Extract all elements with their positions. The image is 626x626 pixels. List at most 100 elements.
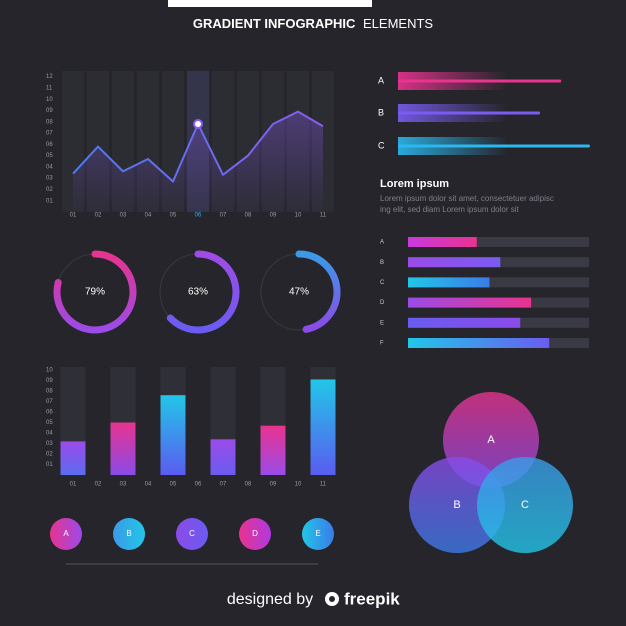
- x-tick-label: 04: [145, 482, 152, 488]
- y-tick-label: 01: [46, 462, 53, 468]
- bar: [60, 441, 86, 475]
- bar-label: B: [378, 107, 384, 117]
- bar-label: A: [380, 240, 384, 246]
- y-tick-label: 06: [46, 142, 53, 148]
- x-tick-label: 11: [320, 482, 327, 488]
- button[interactable]: [50, 518, 82, 550]
- y-tick-label: 08: [46, 119, 53, 125]
- y-tick-label: 12: [46, 74, 53, 80]
- y-tick-label: 03: [46, 176, 53, 182]
- x-tick-label: 05: [170, 482, 177, 488]
- bar-label: D: [380, 300, 385, 306]
- venn-label: B: [453, 499, 460, 511]
- button-label: D: [252, 529, 258, 538]
- bar-label: F: [380, 341, 384, 347]
- bar: [260, 425, 286, 475]
- x-tick-label: 09: [270, 482, 277, 488]
- button-label: E: [315, 529, 320, 538]
- x-tick-label: 07: [220, 482, 227, 488]
- y-tick-label: 04: [46, 431, 53, 437]
- header-bar: [168, 0, 372, 7]
- footer: designed by freepik: [227, 589, 400, 608]
- highlight-point: [193, 119, 203, 130]
- bar: [398, 79, 562, 83]
- x-tick-label: 07: [220, 213, 227, 219]
- donut-arc: [53, 250, 137, 334]
- x-tick-label: 11: [320, 213, 327, 219]
- x-tick-label: 01: [70, 482, 77, 488]
- donut-label: 79%: [85, 287, 105, 298]
- text-title: Lorem ipsum: [380, 178, 449, 190]
- bar: [210, 439, 236, 475]
- x-tick-label: 09: [270, 213, 277, 219]
- y-tick-label: 03: [46, 441, 53, 447]
- text-line: ing elit, sed diam Lorem ipsum dolor sit: [380, 205, 520, 214]
- bar-label: C: [380, 280, 385, 286]
- y-tick-label: 05: [46, 153, 53, 159]
- title: GRADIENT INFOGRAPHIC ELEMENTS: [193, 16, 434, 31]
- button[interactable]: [113, 518, 145, 550]
- bar-track: [408, 277, 589, 288]
- line-area: [73, 111, 323, 212]
- button-label: A: [63, 529, 69, 538]
- x-tick-label: 05: [170, 213, 177, 219]
- bar-label: C: [378, 140, 385, 150]
- x-tick-label: 02: [95, 482, 102, 488]
- footer-brand: freepik: [344, 589, 400, 608]
- x-tick-label: 03: [120, 482, 127, 488]
- y-tick-label: 02: [46, 187, 53, 193]
- donut-label: 47%: [289, 287, 309, 298]
- bar: [408, 338, 550, 348]
- bar-track: [408, 237, 589, 247]
- bar: [398, 144, 590, 148]
- footer-prefix: designed by: [227, 591, 313, 608]
- bar: [160, 395, 186, 475]
- button[interactable]: [176, 518, 208, 550]
- bar-label: B: [380, 260, 384, 266]
- x-tick-label: 04: [145, 213, 152, 219]
- y-tick-label: 08: [46, 389, 53, 395]
- x-tick-label: 06: [195, 213, 202, 219]
- button[interactable]: [302, 518, 334, 550]
- bar: [408, 277, 490, 288]
- bar-label: E: [380, 320, 384, 326]
- x-tick-label: 06: [195, 482, 202, 488]
- y-tick-label: 09: [46, 108, 53, 114]
- bar: [408, 257, 501, 268]
- y-tick-label: 05: [46, 420, 53, 426]
- bar: [408, 317, 521, 328]
- x-tick-label: 08: [245, 482, 252, 488]
- donut-arc: [295, 250, 341, 333]
- bar: [310, 379, 336, 475]
- button-label: B: [126, 529, 131, 538]
- donut-arc: [166, 250, 240, 334]
- x-tick-label: 02: [95, 213, 102, 219]
- y-tick-label: 09: [46, 378, 53, 384]
- y-tick-label: 01: [46, 198, 53, 204]
- y-tick-label: 02: [46, 452, 53, 458]
- title-bold: GRADIENT INFOGRAPHIC: [193, 16, 356, 31]
- y-tick-label: 07: [46, 399, 53, 405]
- y-tick-label: 07: [46, 131, 53, 137]
- y-tick-label: 10: [46, 368, 53, 374]
- y-tick-label: 06: [46, 410, 53, 416]
- bar: [408, 297, 532, 308]
- bar: [408, 237, 477, 247]
- bar: [398, 111, 541, 115]
- venn-circle: [409, 457, 505, 553]
- button-label: C: [189, 529, 195, 538]
- donut-label: 63%: [188, 287, 208, 298]
- x-tick-label: 10: [295, 482, 302, 488]
- y-tick-label: 04: [46, 164, 53, 170]
- bar: [110, 422, 136, 475]
- button[interactable]: [239, 518, 271, 550]
- x-tick-label: 03: [120, 213, 127, 219]
- title-regular: ELEMENTS: [363, 16, 433, 31]
- bar-label: A: [378, 75, 384, 85]
- y-tick-label: 10: [46, 97, 53, 103]
- x-tick-label: 01: [70, 213, 77, 219]
- y-tick-label: 11: [46, 85, 53, 91]
- venn-label: C: [521, 499, 529, 511]
- x-tick-label: 10: [295, 213, 302, 219]
